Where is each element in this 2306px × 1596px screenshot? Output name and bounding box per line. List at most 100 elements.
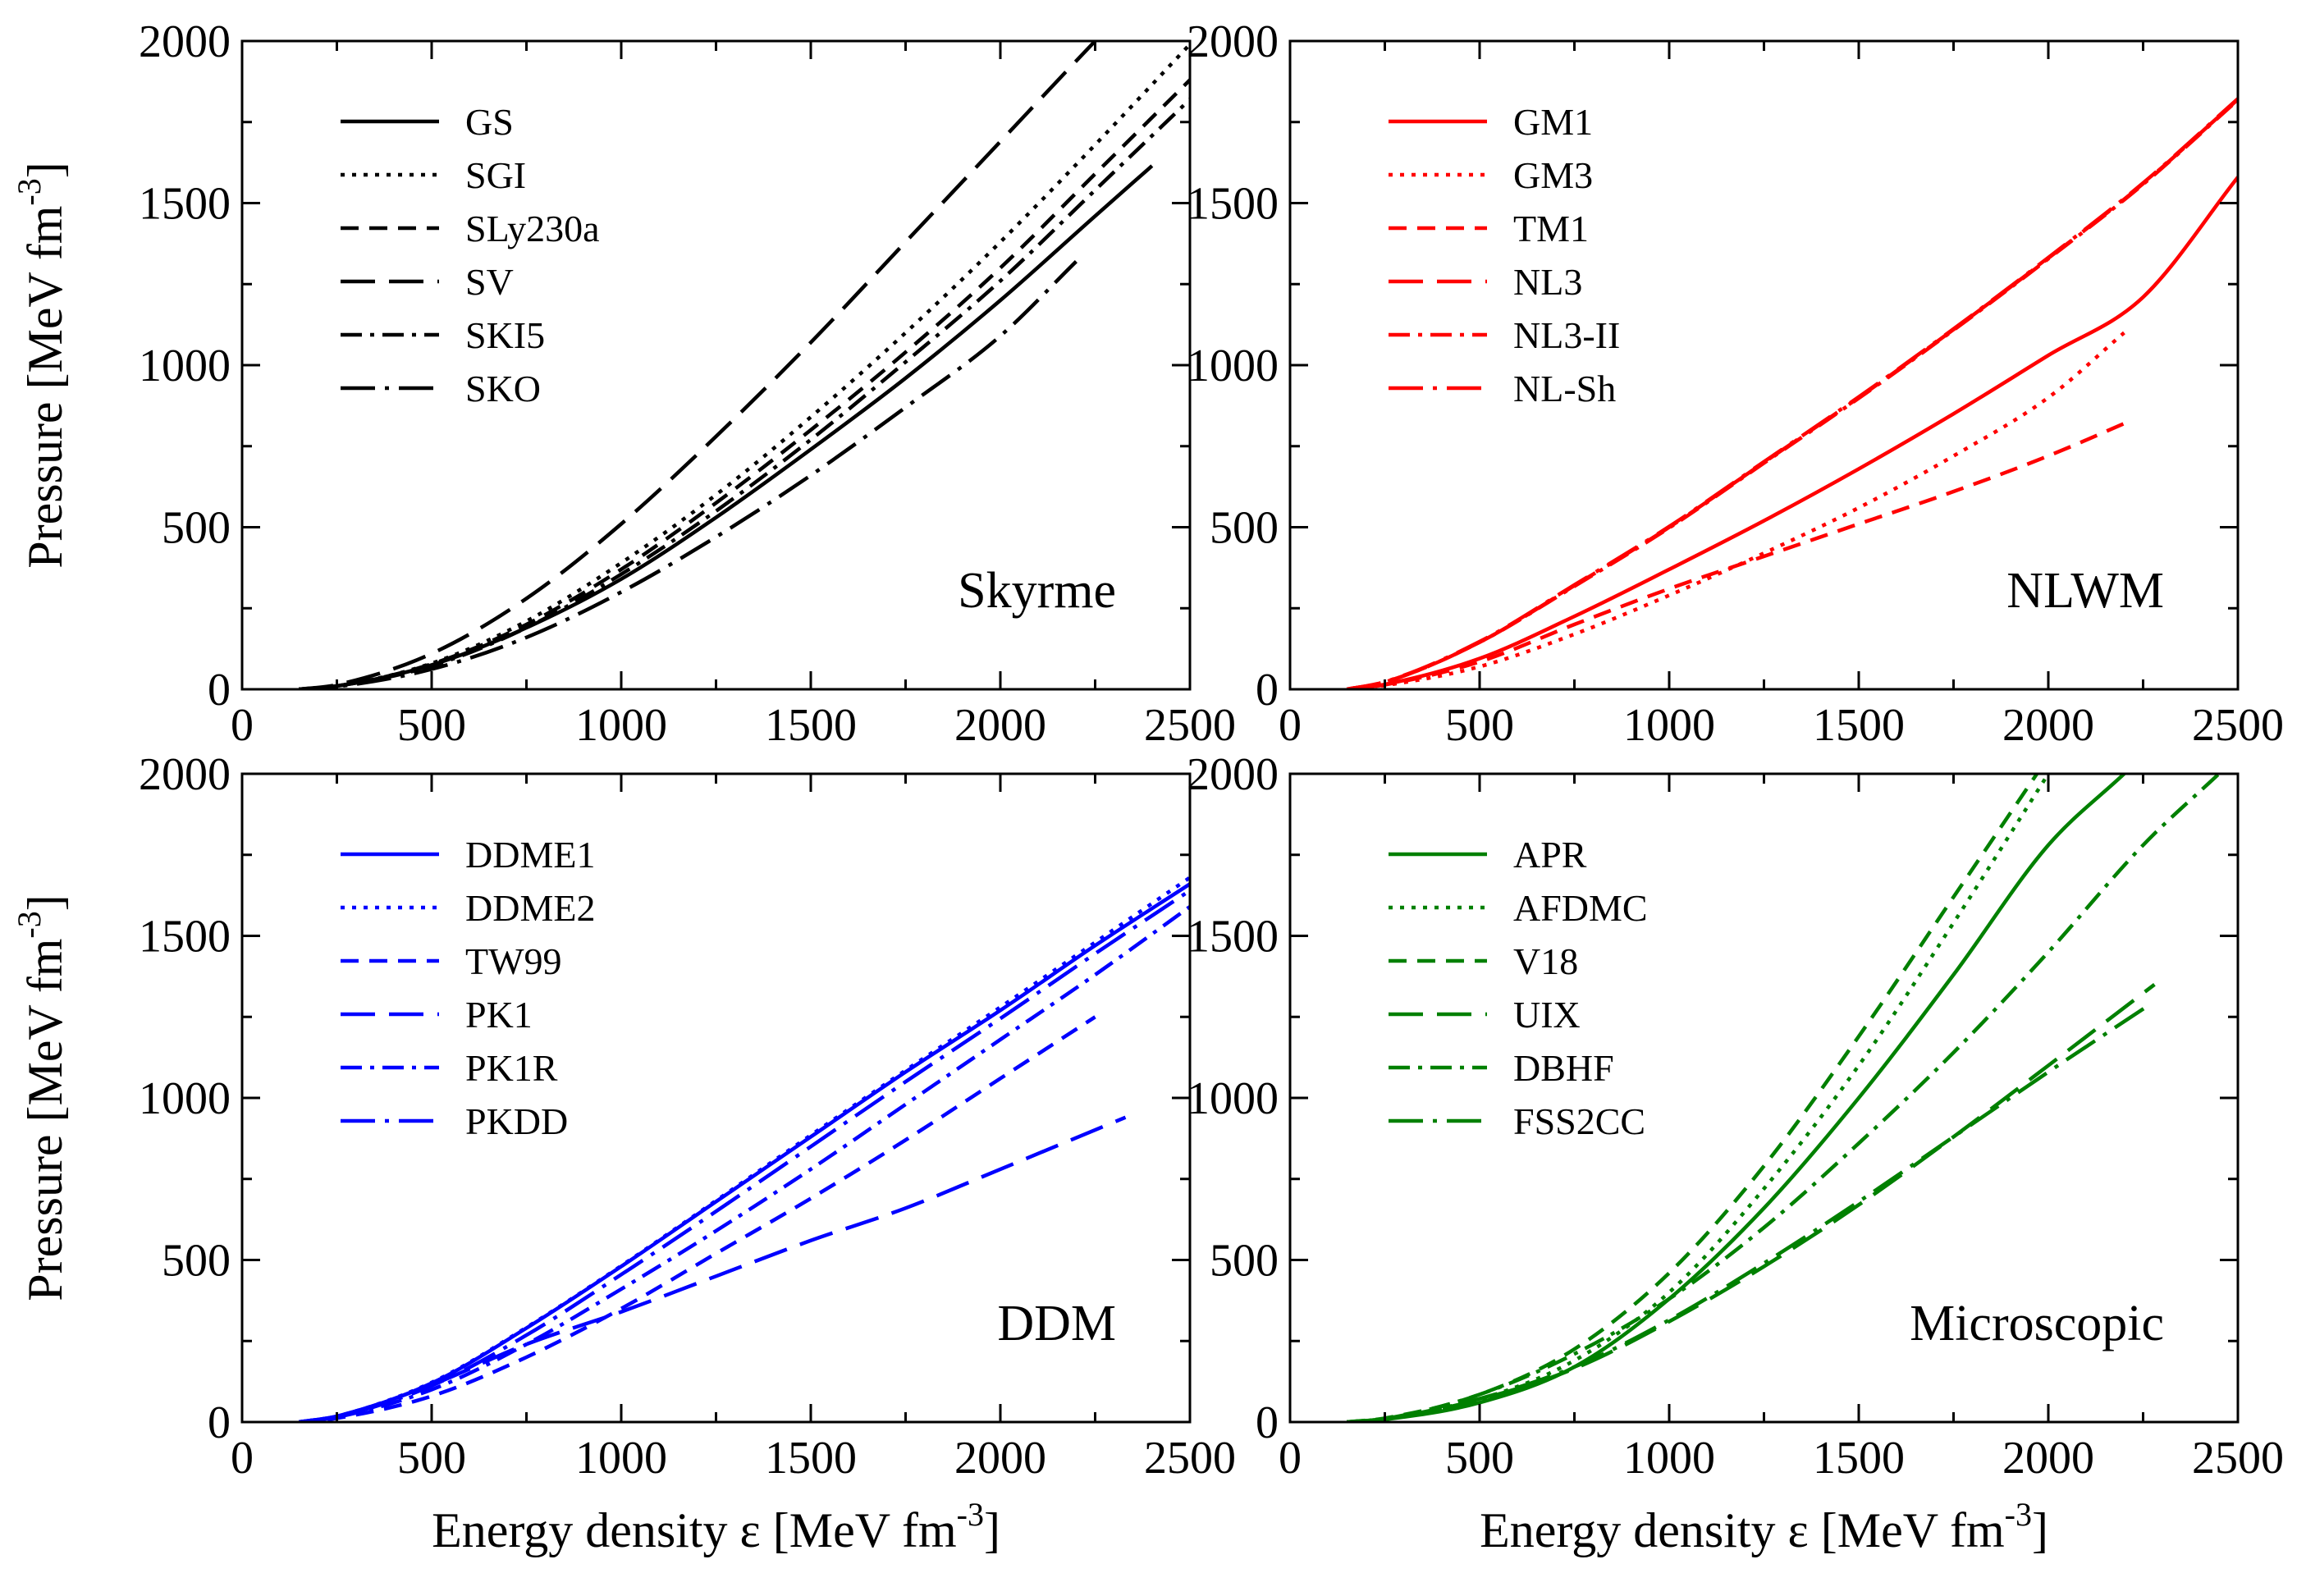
y-axis-title-sup: -3 [11, 911, 48, 938]
series-line-v18 [1347, 774, 2038, 1422]
x-tick-label: 1000 [575, 1433, 667, 1484]
x-tick-label: 2000 [954, 700, 1046, 751]
y-tick-label: 1000 [1187, 1073, 1279, 1124]
plot-area [298, 876, 1190, 1422]
x-tick-label: 0 [1279, 1433, 1302, 1484]
x-axis-title-end: ] [984, 1503, 1000, 1557]
panel-label: DDM [997, 1296, 1116, 1351]
y-tick-label: 2000 [139, 749, 231, 800]
legend: GS SGI SLy230a SV SKI5 SKO [341, 101, 600, 409]
legend-label-nl3: NL3 [1513, 261, 1582, 303]
legend-label-sly230a: SLy230a [465, 208, 600, 249]
series-line-tm1 [1347, 418, 2133, 689]
y-axis-title: Pressure [MeV fm-3] [11, 162, 72, 568]
legend-label-ddme1: DDME1 [465, 834, 595, 876]
legend-label-ddme2: DDME2 [465, 887, 595, 929]
series-line-gm1 [1347, 176, 2238, 689]
panel-label: NLWM [2006, 563, 2164, 619]
x-tick-label: 1500 [765, 1433, 857, 1484]
legend: DDME1 DDME2 TW99 PK1 PK1R PKDD [341, 834, 595, 1142]
x-tick-label: 0 [1279, 700, 1302, 751]
legend-label-nl3-ii: NL3-II [1513, 314, 1620, 356]
panel-nlwm: 0 500 1000 1500 2000 25000500100015002000GM1G… [1187, 16, 2284, 751]
x-tick-label: 2500 [1144, 700, 1236, 751]
x-tick-label: 1000 [575, 700, 667, 751]
x-tick-label: 1000 [1623, 700, 1715, 751]
series-line-uix [1347, 983, 2156, 1422]
series-line-sly230a [299, 78, 1190, 689]
series-line-ddme2 [298, 876, 1190, 1422]
x-tick-label: 500 [1445, 1433, 1514, 1484]
panel-label: Skyrme [958, 563, 1116, 619]
legend: APR AFDMC V18 UIX DBHF FSS2CC [1389, 834, 1648, 1142]
y-axis-title-end: ] [18, 894, 72, 911]
x-tick-label: 2500 [2192, 700, 2284, 751]
y-tick-label: 500 [1210, 1236, 1279, 1287]
legend-label-uix: UIX [1513, 994, 1581, 1036]
x-tick-label: 1000 [1623, 1433, 1715, 1484]
y-axis-title-main: Pressure [MeV fm [18, 206, 72, 569]
legend-label-tw99: TW99 [465, 940, 562, 982]
y-axis-title: Pressure [MeV fm-3] [11, 894, 72, 1301]
y-axis-title-main: Pressure [MeV fm [18, 939, 72, 1301]
legend-label-sko: SKO [465, 368, 541, 409]
panel-microscopic: 0 500 1000 1500 2000 25000500100015002000APRA… [1187, 749, 2284, 1557]
series-line-sko [299, 259, 1078, 689]
y-axis-title-sup: -3 [11, 178, 48, 205]
x-tick-label: 0 [231, 700, 254, 751]
legend: GM1 GM3 TM1 NL3 NL3-II NL-Sh [1389, 101, 1620, 409]
x-axis-title-main: Energy density ε [MeV fm [432, 1503, 957, 1557]
y-tick-label: 1500 [1187, 179, 1279, 230]
legend-label-v18: V18 [1513, 940, 1578, 982]
plot-area [1346, 97, 2238, 689]
legend-label-pk1: PK1 [465, 994, 533, 1036]
series-line-apr [1347, 774, 2125, 1422]
x-tick-label: 2000 [954, 1433, 1046, 1484]
x-tick-label: 2000 [2002, 1433, 2094, 1484]
series-line-pk1 [298, 1115, 1127, 1422]
legend-label-afdmc: AFDMC [1513, 887, 1648, 929]
legend-label-apr: APR [1513, 834, 1587, 876]
y-tick-label: 500 [1210, 503, 1279, 554]
series-line-ski5 [299, 98, 1190, 689]
x-tick-label: 1500 [1813, 1433, 1905, 1484]
x-tick-label: 1500 [765, 700, 857, 751]
x-axis-title-sup: -3 [957, 1496, 984, 1533]
x-tick-label: 2000 [2002, 700, 2094, 751]
x-axis-title: Energy density ε [MeV fm-3] [1480, 1496, 2048, 1557]
series-line-tw99 [299, 1015, 1096, 1422]
legend-label-tm1: TM1 [1513, 208, 1589, 249]
y-tick-label: 1500 [1187, 912, 1279, 963]
legend-label-gm3: GM3 [1513, 154, 1593, 196]
y-tick-label: 0 [208, 1397, 231, 1448]
legend-label-gs: GS [465, 101, 514, 143]
legend-label-ski5: SKI5 [465, 314, 545, 356]
y-tick-label: 2000 [1187, 16, 1279, 67]
y-tick-label: 2000 [1187, 749, 1279, 800]
series-line-fss2cc [1347, 1002, 2152, 1422]
x-axis-title-end: ] [2032, 1503, 2048, 1557]
legend-label-sv: SV [465, 261, 514, 303]
legend-label-gm1: GM1 [1513, 101, 1593, 143]
x-tick-label: 2500 [2192, 1433, 2284, 1484]
x-axis-title-main: Energy density ε [MeV fm [1480, 1503, 2005, 1557]
x-axis-title-sup: -3 [2005, 1496, 2032, 1533]
series-line-sv [299, 41, 1098, 689]
y-tick-label: 2000 [139, 16, 231, 67]
plot-area [1347, 774, 2221, 1422]
legend-label-pkdd: PKDD [465, 1100, 568, 1142]
series-line-dbhf [1347, 774, 2221, 1422]
y-tick-label: 1000 [139, 341, 231, 391]
x-tick-label: 1500 [1813, 700, 1905, 751]
x-tick-label: 0 [231, 1433, 254, 1484]
x-tick-label: 500 [397, 700, 466, 751]
y-tick-label: 1000 [1187, 341, 1279, 391]
y-tick-label: 500 [162, 503, 231, 554]
legend-label-pk1r: PK1R [465, 1047, 558, 1089]
y-axis-title-end: ] [18, 162, 72, 178]
legend-label-dbhf: DBHF [1513, 1047, 1614, 1089]
legend-label-nl-sh: NL-Sh [1513, 368, 1616, 409]
y-tick-label: 0 [208, 665, 231, 716]
y-tick-label: 1500 [139, 179, 231, 230]
